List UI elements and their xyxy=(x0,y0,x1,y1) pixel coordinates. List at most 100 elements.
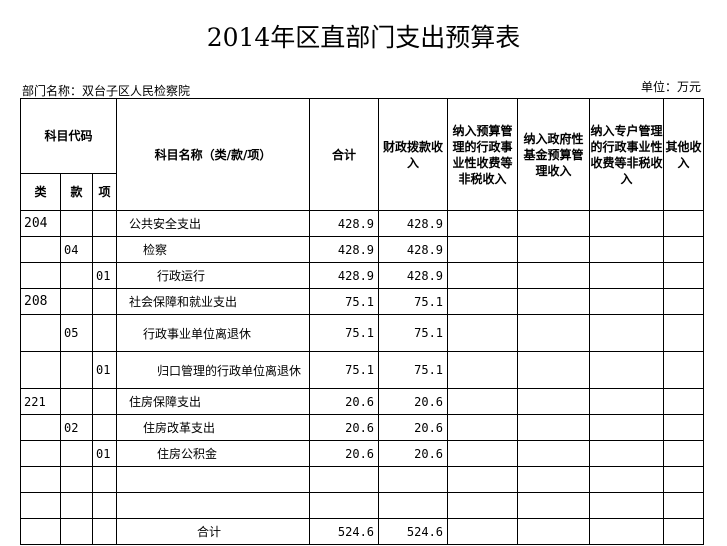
table-row: 01 行政运行 428.9 428.9 xyxy=(20,262,705,289)
cell-lei: 208 xyxy=(20,288,61,315)
cell-budget-mgmt xyxy=(447,492,519,519)
cell-fiscal: 20.6 xyxy=(378,414,449,441)
cell-fiscal: 428.9 xyxy=(378,210,449,237)
header-lei: 类 xyxy=(20,173,61,211)
header-xiang: 项 xyxy=(91,173,118,211)
cell-xiang xyxy=(91,236,118,263)
cell-fiscal: 20.6 xyxy=(378,388,449,415)
department-name: 部门名称：双台子区人民检察院 xyxy=(22,84,191,98)
cell-gov-fund xyxy=(517,236,591,263)
cell-lei xyxy=(20,236,61,263)
cell-total: 428.9 xyxy=(309,262,380,289)
cell-name xyxy=(116,466,311,493)
cell-total: 20.6 xyxy=(309,414,380,441)
cell-xiang xyxy=(91,210,118,237)
total-row: 合计 524.6 524.6 xyxy=(20,518,705,545)
cell-gov-fund xyxy=(517,210,591,237)
cell-special-mgmt xyxy=(589,236,665,263)
cell-total: 428.9 xyxy=(309,210,380,237)
cell-special-mgmt xyxy=(589,314,665,352)
cell-special-mgmt xyxy=(589,414,665,441)
cell-budget-mgmt xyxy=(447,440,519,467)
cell-fiscal: 428.9 xyxy=(378,262,449,289)
header-total: 合计 xyxy=(309,98,380,211)
cell-gov-fund xyxy=(517,414,591,441)
grand-total: 524.6 xyxy=(309,518,380,545)
unit-label: 单位：万元 xyxy=(640,80,701,94)
cell-lei xyxy=(20,440,61,467)
cell-name: 住房保障支出 xyxy=(116,388,311,415)
cell-xiang xyxy=(91,492,118,519)
cell-lei xyxy=(20,262,61,289)
cell-lei xyxy=(20,414,61,441)
cell-kuan: 05 xyxy=(60,314,93,352)
cell-xiang xyxy=(91,314,118,352)
cell-fiscal xyxy=(378,492,449,519)
page-title: 2014年区直部门支出预算表 xyxy=(206,23,521,52)
cell-budget-mgmt xyxy=(447,262,519,289)
table-row: 02 住房改革支出 20.6 20.6 xyxy=(20,414,705,441)
cell-fiscal: 75.1 xyxy=(378,314,449,352)
cell-other xyxy=(663,314,705,352)
cell-fiscal: 20.6 xyxy=(378,440,449,467)
cell-name: 住房改革支出 xyxy=(116,414,311,441)
table-row: 04 检察 428.9 428.9 xyxy=(20,236,705,263)
cell-other xyxy=(663,351,705,389)
cell-other xyxy=(663,492,705,519)
cell-gov-fund xyxy=(517,351,591,389)
cell-xiang xyxy=(91,388,118,415)
header-other: 其他收入 xyxy=(663,98,705,211)
cell-budget-mgmt xyxy=(447,466,519,493)
cell-xiang xyxy=(91,288,118,315)
cell-total: 428.9 xyxy=(309,236,380,263)
cell-special-mgmt xyxy=(589,210,665,237)
table-row: 01 住房公积金 20.6 20.6 xyxy=(20,440,705,467)
cell-budget-mgmt xyxy=(447,351,519,389)
cell-total xyxy=(309,492,380,519)
cell-other xyxy=(663,262,705,289)
cell-kuan xyxy=(60,210,93,237)
cell-special-mgmt xyxy=(589,262,665,289)
cell-lei xyxy=(20,466,61,493)
cell-other xyxy=(663,414,705,441)
table-row: 05 行政事业单位离退休 75.1 75.1 xyxy=(20,314,705,352)
cell-name xyxy=(116,492,311,519)
cell-special-mgmt xyxy=(589,466,665,493)
cell-special-mgmt xyxy=(589,288,665,315)
cell-kuan xyxy=(60,262,93,289)
cell-other xyxy=(663,466,705,493)
cell-kuan: 04 xyxy=(60,236,93,263)
cell-special-mgmt xyxy=(589,492,665,519)
cell-kuan xyxy=(60,388,93,415)
cell-gov-fund xyxy=(517,262,591,289)
cell-budget-mgmt xyxy=(447,288,519,315)
cell-total: 20.6 xyxy=(309,440,380,467)
cell-xiang: 01 xyxy=(91,262,118,289)
cell-special-mgmt xyxy=(589,388,665,415)
cell-budget-mgmt xyxy=(447,414,519,441)
cell-lei xyxy=(20,492,61,519)
cell-lei: 221 xyxy=(20,388,61,415)
cell-name: 社会保障和就业支出 xyxy=(116,288,311,315)
cell-xiang: 01 xyxy=(91,351,118,389)
cell-gov-fund xyxy=(517,314,591,352)
cell-xiang xyxy=(91,466,118,493)
cell-name: 公共安全支出 xyxy=(116,210,311,237)
cell-lei xyxy=(20,314,61,352)
cell-fiscal xyxy=(378,466,449,493)
cell-lei xyxy=(20,351,61,389)
header-code-group: 科目代码 xyxy=(19,98,118,174)
cell-fiscal: 428.9 xyxy=(378,236,449,263)
cell-total xyxy=(309,466,380,493)
cell-lei: 204 xyxy=(20,210,61,237)
cell-other xyxy=(663,236,705,263)
cell-total: 75.1 xyxy=(309,288,380,315)
cell-kuan xyxy=(60,492,93,519)
total-label: 合计 xyxy=(116,518,311,545)
cell-gov-fund xyxy=(517,388,591,415)
cell-name: 行政事业单位离退休 xyxy=(116,314,311,352)
header-gov-fund: 纳入政府性基金预算管理收入 xyxy=(517,98,591,211)
cell-gov-fund xyxy=(517,440,591,467)
cell-gov-fund xyxy=(517,288,591,315)
cell-name: 归口管理的行政单位离退休 xyxy=(116,351,311,389)
